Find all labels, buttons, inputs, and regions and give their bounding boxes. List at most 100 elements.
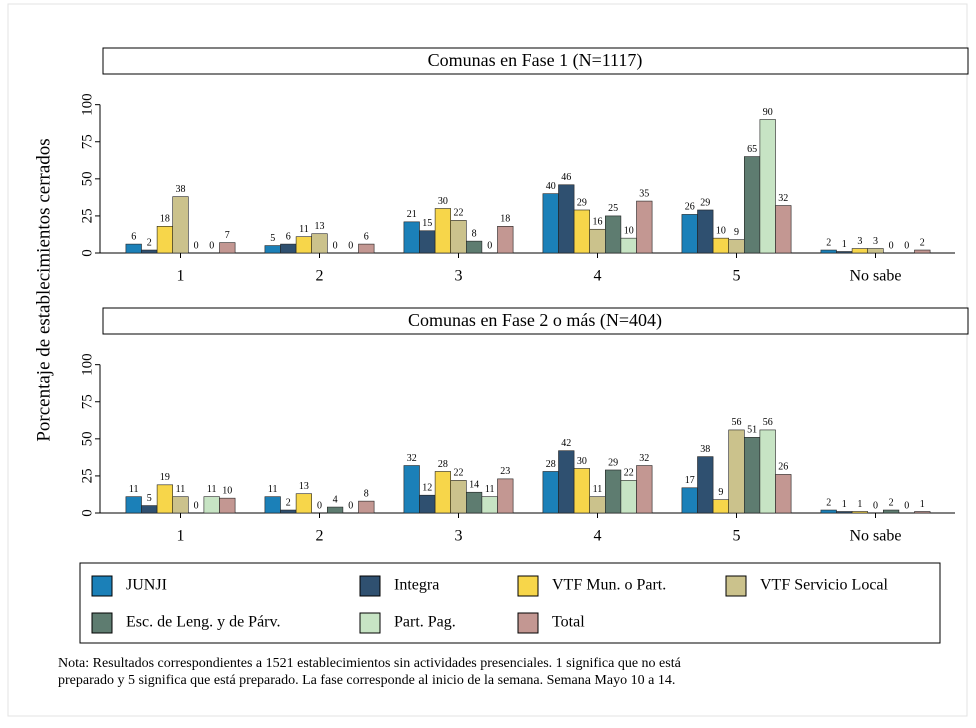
bar: [604, 215, 622, 254]
bar: [403, 465, 420, 514]
value-label: 11: [268, 484, 278, 495]
panel-title: Comunas en Fase 1 (N=1117): [428, 50, 643, 71]
legend-label: VTF Mun. o Part.: [552, 577, 666, 594]
value-label: 0: [194, 240, 199, 251]
y-tick-label: 0: [79, 249, 95, 257]
bar: [295, 236, 313, 254]
value-label: 22: [454, 208, 464, 219]
bar: [311, 233, 328, 254]
value-label: 18: [160, 214, 170, 225]
value-label: 46: [561, 172, 571, 183]
bar: [851, 511, 868, 514]
value-label: 9: [718, 487, 723, 498]
bar: [914, 511, 931, 514]
bar: [358, 243, 375, 254]
bar: [867, 248, 884, 254]
bar: [125, 496, 142, 514]
bar: [636, 200, 653, 254]
value-label: 8: [472, 228, 477, 239]
value-label: 14: [469, 480, 479, 491]
value-label: 30: [438, 196, 448, 207]
note-line: Nota: Resultados correspondientes a 1521…: [58, 656, 682, 671]
legend-label: Part. Pag.: [394, 614, 456, 631]
bar: [156, 484, 174, 514]
value-label: 5: [270, 233, 275, 244]
bar: [589, 496, 606, 514]
bar: [434, 471, 452, 514]
value-label: 3: [873, 236, 878, 247]
value-label: 6: [131, 231, 136, 242]
bar: [172, 496, 189, 514]
bar: [759, 429, 776, 514]
value-label: 11: [485, 484, 495, 495]
bar: [326, 506, 344, 514]
bar: [172, 196, 189, 254]
value-label: 23: [500, 466, 510, 477]
x-tick-label: No sabe: [850, 528, 902, 545]
bar: [141, 505, 158, 514]
bar: [542, 193, 559, 254]
value-label: 13: [315, 221, 325, 232]
legend-swatch: [517, 612, 539, 634]
x-tick-label: 5: [733, 528, 741, 545]
value-label: 1: [842, 499, 847, 510]
bar: [295, 493, 313, 514]
value-label: 35: [639, 188, 649, 199]
value-label: 6: [286, 231, 291, 242]
value-label: 56: [732, 417, 742, 428]
value-label: 26: [685, 202, 695, 213]
value-label: 0: [209, 240, 214, 251]
y-tick-label: 100: [79, 93, 95, 116]
bar: [450, 480, 467, 514]
value-label: 1: [842, 239, 847, 250]
note-line: preparado y 5 significa que está prepara…: [58, 673, 675, 688]
value-label: 42: [561, 438, 571, 449]
bar: [419, 230, 436, 254]
value-label: 29: [608, 457, 618, 468]
bar: [604, 469, 622, 514]
value-label: 2: [826, 237, 831, 248]
value-label: 5: [147, 493, 152, 504]
bar: [264, 245, 281, 254]
x-tick-label: 4: [594, 268, 602, 285]
bar: [203, 496, 220, 514]
bar: [882, 509, 900, 514]
value-label: 51: [747, 425, 757, 436]
bar: [851, 248, 868, 254]
value-label: 11: [207, 484, 217, 495]
bar: [358, 500, 375, 514]
x-tick-label: 3: [455, 268, 463, 285]
bar: [465, 491, 483, 514]
value-label: 17: [685, 475, 695, 486]
legend-box: [79, 562, 941, 644]
bar: [419, 494, 436, 514]
legend-swatch: [517, 575, 539, 597]
bar: [280, 243, 297, 254]
panel-header: [102, 307, 969, 335]
bar: [620, 480, 637, 514]
value-label: 29: [700, 197, 710, 208]
legend-label: JUNJI: [126, 577, 167, 594]
value-label: 1: [857, 499, 862, 510]
bar: [775, 205, 792, 254]
bar: [558, 450, 575, 514]
bar: [728, 239, 745, 254]
value-label: 11: [299, 224, 309, 235]
bar: [264, 496, 281, 514]
value-label: 90: [763, 107, 773, 118]
legend-label: Integra: [394, 577, 439, 594]
value-label: 1: [920, 499, 925, 510]
value-label: 56: [763, 417, 773, 428]
value-label: 22: [624, 468, 634, 479]
bar: [697, 456, 714, 514]
value-label: 0: [873, 500, 878, 511]
x-tick-label: 1: [177, 528, 185, 545]
bar: [465, 240, 483, 254]
value-label: 0: [333, 240, 338, 251]
value-label: 10: [624, 225, 634, 236]
value-label: 0: [317, 500, 322, 511]
bar: [681, 487, 698, 514]
bar: [820, 509, 837, 514]
panel-title: Comunas en Fase 2 o más (N=404): [408, 310, 662, 331]
value-label: 0: [194, 500, 199, 511]
